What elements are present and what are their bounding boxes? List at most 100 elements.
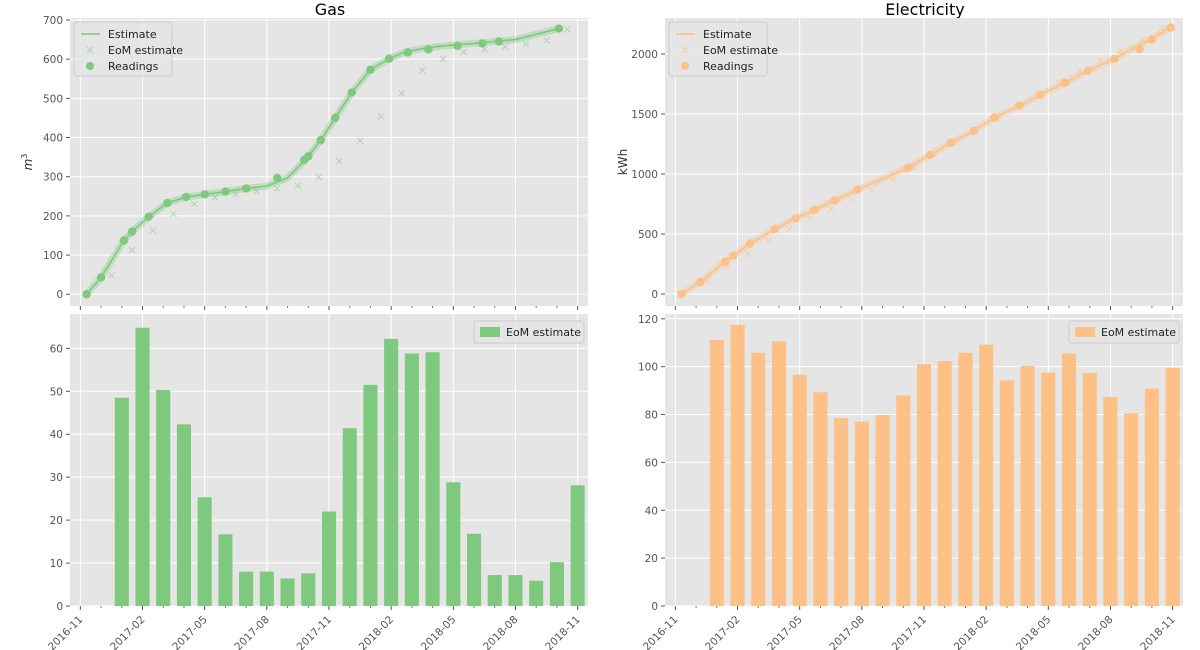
- bar: [197, 497, 212, 606]
- y-tick-label: 60: [50, 343, 63, 355]
- eom-estimate-marker: [910, 164, 917, 172]
- y-tick-label: 40: [50, 429, 63, 441]
- legend-label: Estimate: [703, 28, 752, 41]
- reading-point: [946, 138, 956, 147]
- y-tick-label: 0: [651, 601, 658, 613]
- legend-label: Readings: [108, 60, 159, 73]
- reading-point: [1166, 23, 1175, 32]
- reading-point: [770, 225, 780, 234]
- eom-estimate-marker: [1055, 78, 1063, 86]
- y-tick-label: 40: [645, 505, 658, 517]
- y-tick-label: 2000: [631, 49, 658, 61]
- reading-point: [453, 41, 462, 51]
- bar: [487, 575, 502, 606]
- eom-estimate-marker: [418, 66, 426, 74]
- reading-point: [144, 212, 153, 221]
- eom-estimate-marker: [1096, 56, 1104, 64]
- bar: [875, 415, 890, 606]
- reading-point: [677, 289, 686, 299]
- x-tick-label: 2018-05: [1014, 614, 1054, 650]
- eom-estimate-marker: [232, 190, 240, 198]
- eom-estimate-marker: [868, 187, 876, 194]
- reading-point: [729, 251, 738, 260]
- reading-point: [1110, 54, 1119, 63]
- y-tick-label: 400: [43, 133, 63, 145]
- bar: [979, 344, 994, 606]
- bar: [771, 341, 787, 606]
- bar: [1124, 413, 1139, 606]
- eom-estimate-marker: [703, 277, 710, 285]
- y-tick-label: 500: [43, 93, 63, 105]
- x-tick-label: 2018-11: [543, 614, 583, 650]
- legend-label: EoM estimate: [506, 326, 581, 339]
- reading-point: [791, 214, 800, 223]
- gas-title: Gas: [315, 0, 346, 19]
- x-tick-label: 2017-11: [890, 614, 930, 650]
- bar: [549, 562, 564, 606]
- bar: [135, 327, 150, 606]
- reading-point: [494, 37, 504, 46]
- bar: [508, 575, 523, 606]
- bar: [342, 428, 357, 606]
- bar: [1144, 388, 1159, 606]
- gas-y-axis-label: m3: [20, 154, 35, 171]
- eom-estimate-marker: [543, 36, 550, 44]
- reading-point: [745, 239, 755, 248]
- bar: [1165, 367, 1180, 606]
- reading-point: [200, 190, 209, 199]
- x-tick-label: 2017-05: [170, 614, 210, 650]
- bar: [404, 353, 419, 606]
- reading-point: [853, 185, 862, 194]
- bar: [709, 339, 724, 606]
- y-tick-label: 300: [43, 172, 63, 184]
- eom-estimate-marker: [356, 137, 364, 144]
- eom-estimate-marker: [848, 196, 855, 204]
- bar: [730, 324, 745, 606]
- eom-estimate-marker: [273, 185, 281, 192]
- eom-estimate-marker: [170, 210, 177, 218]
- legend-readings-swatch: [86, 62, 94, 70]
- gas-monthly-axes: 0 10 20 30 40 50 60 2016-11 2017-02 2017-05 2017-0…: [46, 314, 588, 650]
- bar: [446, 482, 461, 606]
- reading-point: [1135, 45, 1144, 54]
- legend-label: EoM estimate: [108, 44, 183, 57]
- eom-estimate-marker: [889, 176, 897, 184]
- bar: [384, 338, 399, 606]
- y-tick-label: 200: [43, 211, 63, 223]
- bar: [854, 421, 869, 606]
- eom-estimate-marker: [315, 173, 322, 181]
- y-tick-label: 50: [50, 386, 63, 398]
- eom-estimate-marker: [460, 48, 468, 56]
- bar: [1061, 353, 1077, 606]
- eom-estimate-marker: [744, 250, 752, 258]
- gas-cumulative-axes: 0 100 200 300 400 500 600 700 m3 Estimate EoM esti…: [20, 15, 588, 310]
- bar: [114, 397, 129, 606]
- eom-estimate-marker: [128, 246, 136, 254]
- legend-bar-swatch: [1075, 327, 1095, 337]
- electricity-title: Electricity: [885, 0, 964, 19]
- x-tick-label: 2017-02: [108, 614, 148, 650]
- legend-box: [473, 320, 585, 344]
- electricity-cumulative-axes: 0 500 1000 1500 2000 kWh Estimate EoM estimate R…: [616, 18, 1183, 310]
- bar: [301, 573, 316, 606]
- reading-point: [1060, 78, 1070, 88]
- bar: [1041, 372, 1056, 606]
- reading-point: [163, 198, 172, 208]
- reading-point: [830, 196, 840, 205]
- bar: [999, 380, 1014, 606]
- reading-point: [96, 273, 106, 282]
- ylabel-base: m: [21, 159, 35, 171]
- reading-point: [696, 277, 705, 287]
- reading-point: [366, 65, 375, 74]
- reading-point: [127, 227, 137, 236]
- reading-point: [424, 45, 433, 54]
- bar: [280, 578, 295, 606]
- eom-estimate-marker: [563, 26, 571, 33]
- x-tick-label: 2017-11: [295, 614, 335, 650]
- x-tick-label: 2017-08: [232, 614, 272, 650]
- eom-estimate-marker: [827, 205, 835, 213]
- bar: [156, 390, 171, 606]
- electricity-y-axis-label: kWh: [616, 149, 630, 175]
- bar: [896, 395, 911, 606]
- eom-estimate-marker: [765, 237, 772, 245]
